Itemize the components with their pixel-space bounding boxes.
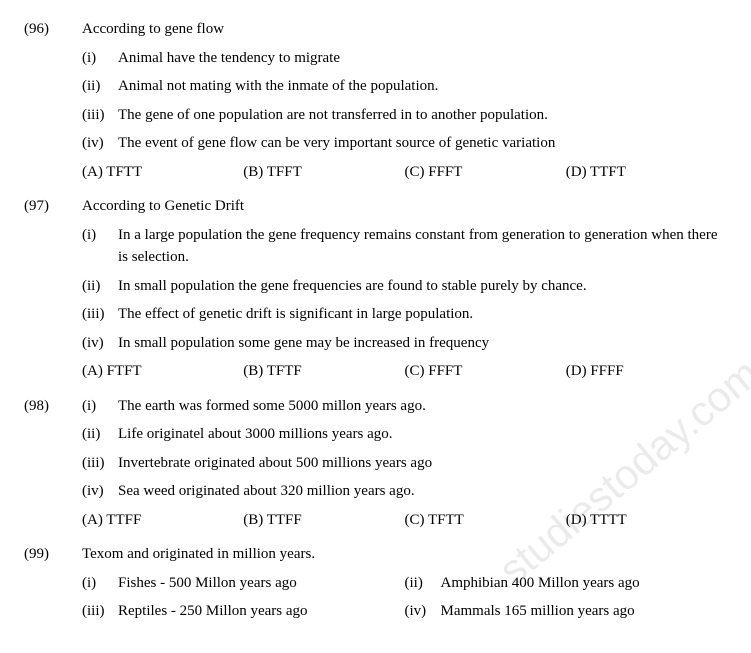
sub-marker: (iv) xyxy=(82,132,118,155)
question-number: (99) xyxy=(24,543,82,566)
sub-marker: (iii) xyxy=(82,303,118,326)
sub-marker: (iv) xyxy=(82,332,118,355)
choice-c: (C) FFFT xyxy=(405,360,566,383)
question-number: (96) xyxy=(24,18,82,41)
sub-marker: (ii) xyxy=(82,275,118,298)
choice-row: (A) TTFF (B) TTFF (C) TFTT (D) TTTT xyxy=(82,509,727,532)
question-99: (99) Texom and originated in million yea… xyxy=(24,543,727,629)
sub-marker: (i) xyxy=(82,224,118,247)
sub-marker: (ii) xyxy=(82,75,118,98)
sub-item: (iv)The event of gene flow can be very i… xyxy=(82,132,727,155)
sub-text: The gene of one population are not trans… xyxy=(118,104,727,127)
sub-text: In small population the gene frequencies… xyxy=(118,275,727,298)
sub-text: In a large population the gene frequency… xyxy=(118,224,727,269)
sub-text: Animal not mating with the inmate of the… xyxy=(118,75,727,98)
choice-a: (A) FTFT xyxy=(82,360,243,383)
sub-text: Animal have the tendency to migrate xyxy=(118,47,727,70)
choice-a: (A) TFTT xyxy=(82,161,243,184)
sub-text: Amphibian 400 Millon years ago xyxy=(441,572,728,595)
question-stem: According to gene flow xyxy=(82,18,727,41)
choice-b: (B) TFTF xyxy=(243,360,404,383)
sub-text: The effect of genetic drift is significa… xyxy=(118,303,727,326)
sub-marker: (i) xyxy=(82,47,118,70)
sub-text: In small population some gene may be inc… xyxy=(118,332,727,355)
sub-item: (iii)The effect of genetic drift is sign… xyxy=(82,303,727,326)
question-number: (98) xyxy=(24,395,82,418)
choice-b: (B) TTFF xyxy=(243,509,404,532)
sub-text: Invertebrate originated about 500 millio… xyxy=(118,452,727,475)
sub-text: Fishes - 500 Millon years ago xyxy=(118,572,405,595)
choice-d: (D) FFFF xyxy=(566,360,727,383)
sub-text: Reptiles - 250 Millon years ago xyxy=(118,600,405,623)
sub-item: (i)Animal have the tendency to migrate xyxy=(82,47,727,70)
choice-a: (A) TTFF xyxy=(82,509,243,532)
sub-item: (iii)The gene of one population are not … xyxy=(82,104,727,127)
question-number: (97) xyxy=(24,195,82,218)
sub-marker: (i) xyxy=(82,395,118,418)
choice-row: (A) FTFT (B) TFTF (C) FFFT (D) FFFF xyxy=(82,360,727,383)
question-stem: According to Genetic Drift xyxy=(82,195,727,218)
sub-text: The earth was formed some 5000 millon ye… xyxy=(118,395,727,418)
sub-item: (iv)In small population some gene may be… xyxy=(82,332,727,355)
sub-item: (ii)In small population the gene frequen… xyxy=(82,275,727,298)
question-96: (96) According to gene flow (i)Animal ha… xyxy=(24,18,727,189)
sub-marker: (ii) xyxy=(405,572,441,595)
choice-b: (B) TFFT xyxy=(243,161,404,184)
sub-marker: (i) xyxy=(82,572,118,595)
sub-marker: (iii) xyxy=(82,104,118,127)
sub-marker: (iii) xyxy=(82,600,118,623)
sub-item: (ii)Life originatel about 3000 millions … xyxy=(82,423,727,446)
sub-marker: (iv) xyxy=(82,480,118,503)
sub-item: (ii)Animal not mating with the inmate of… xyxy=(82,75,727,98)
question-stem: Texom and originated in million years. xyxy=(82,543,727,566)
sub-item: (iv)Sea weed originated about 320 millio… xyxy=(82,480,727,503)
choice-c: (C) FFFT xyxy=(405,161,566,184)
choice-d: (D) TTTT xyxy=(566,509,727,532)
sub-text: Sea weed originated about 320 million ye… xyxy=(118,480,727,503)
sub-marker: (iii) xyxy=(82,452,118,475)
sub-marker: (ii) xyxy=(82,423,118,446)
sub-pair-row: (iii)Reptiles - 250 Millon years ago (iv… xyxy=(82,600,727,623)
sub-marker: (iv) xyxy=(405,600,441,623)
sub-text: Mammals 165 million years ago xyxy=(441,600,728,623)
choice-row: (A) TFTT (B) TFFT (C) FFFT (D) TTFT xyxy=(82,161,727,184)
sub-item: (iii)Invertebrate originated about 500 m… xyxy=(82,452,727,475)
choice-d: (D) TTFT xyxy=(566,161,727,184)
sub-pair-row: (i)Fishes - 500 Millon years ago (ii)Amp… xyxy=(82,572,727,595)
sub-item: (i)The earth was formed some 5000 millon… xyxy=(82,395,727,418)
choice-c: (C) TFTT xyxy=(405,509,566,532)
sub-text: Life originatel about 3000 millions year… xyxy=(118,423,727,446)
sub-text: The event of gene flow can be very impor… xyxy=(118,132,727,155)
question-98: (98) (i)The earth was formed some 5000 m… xyxy=(24,395,727,538)
sub-item: (i)In a large population the gene freque… xyxy=(82,224,727,269)
question-97: (97) According to Genetic Drift (i)In a … xyxy=(24,195,727,389)
